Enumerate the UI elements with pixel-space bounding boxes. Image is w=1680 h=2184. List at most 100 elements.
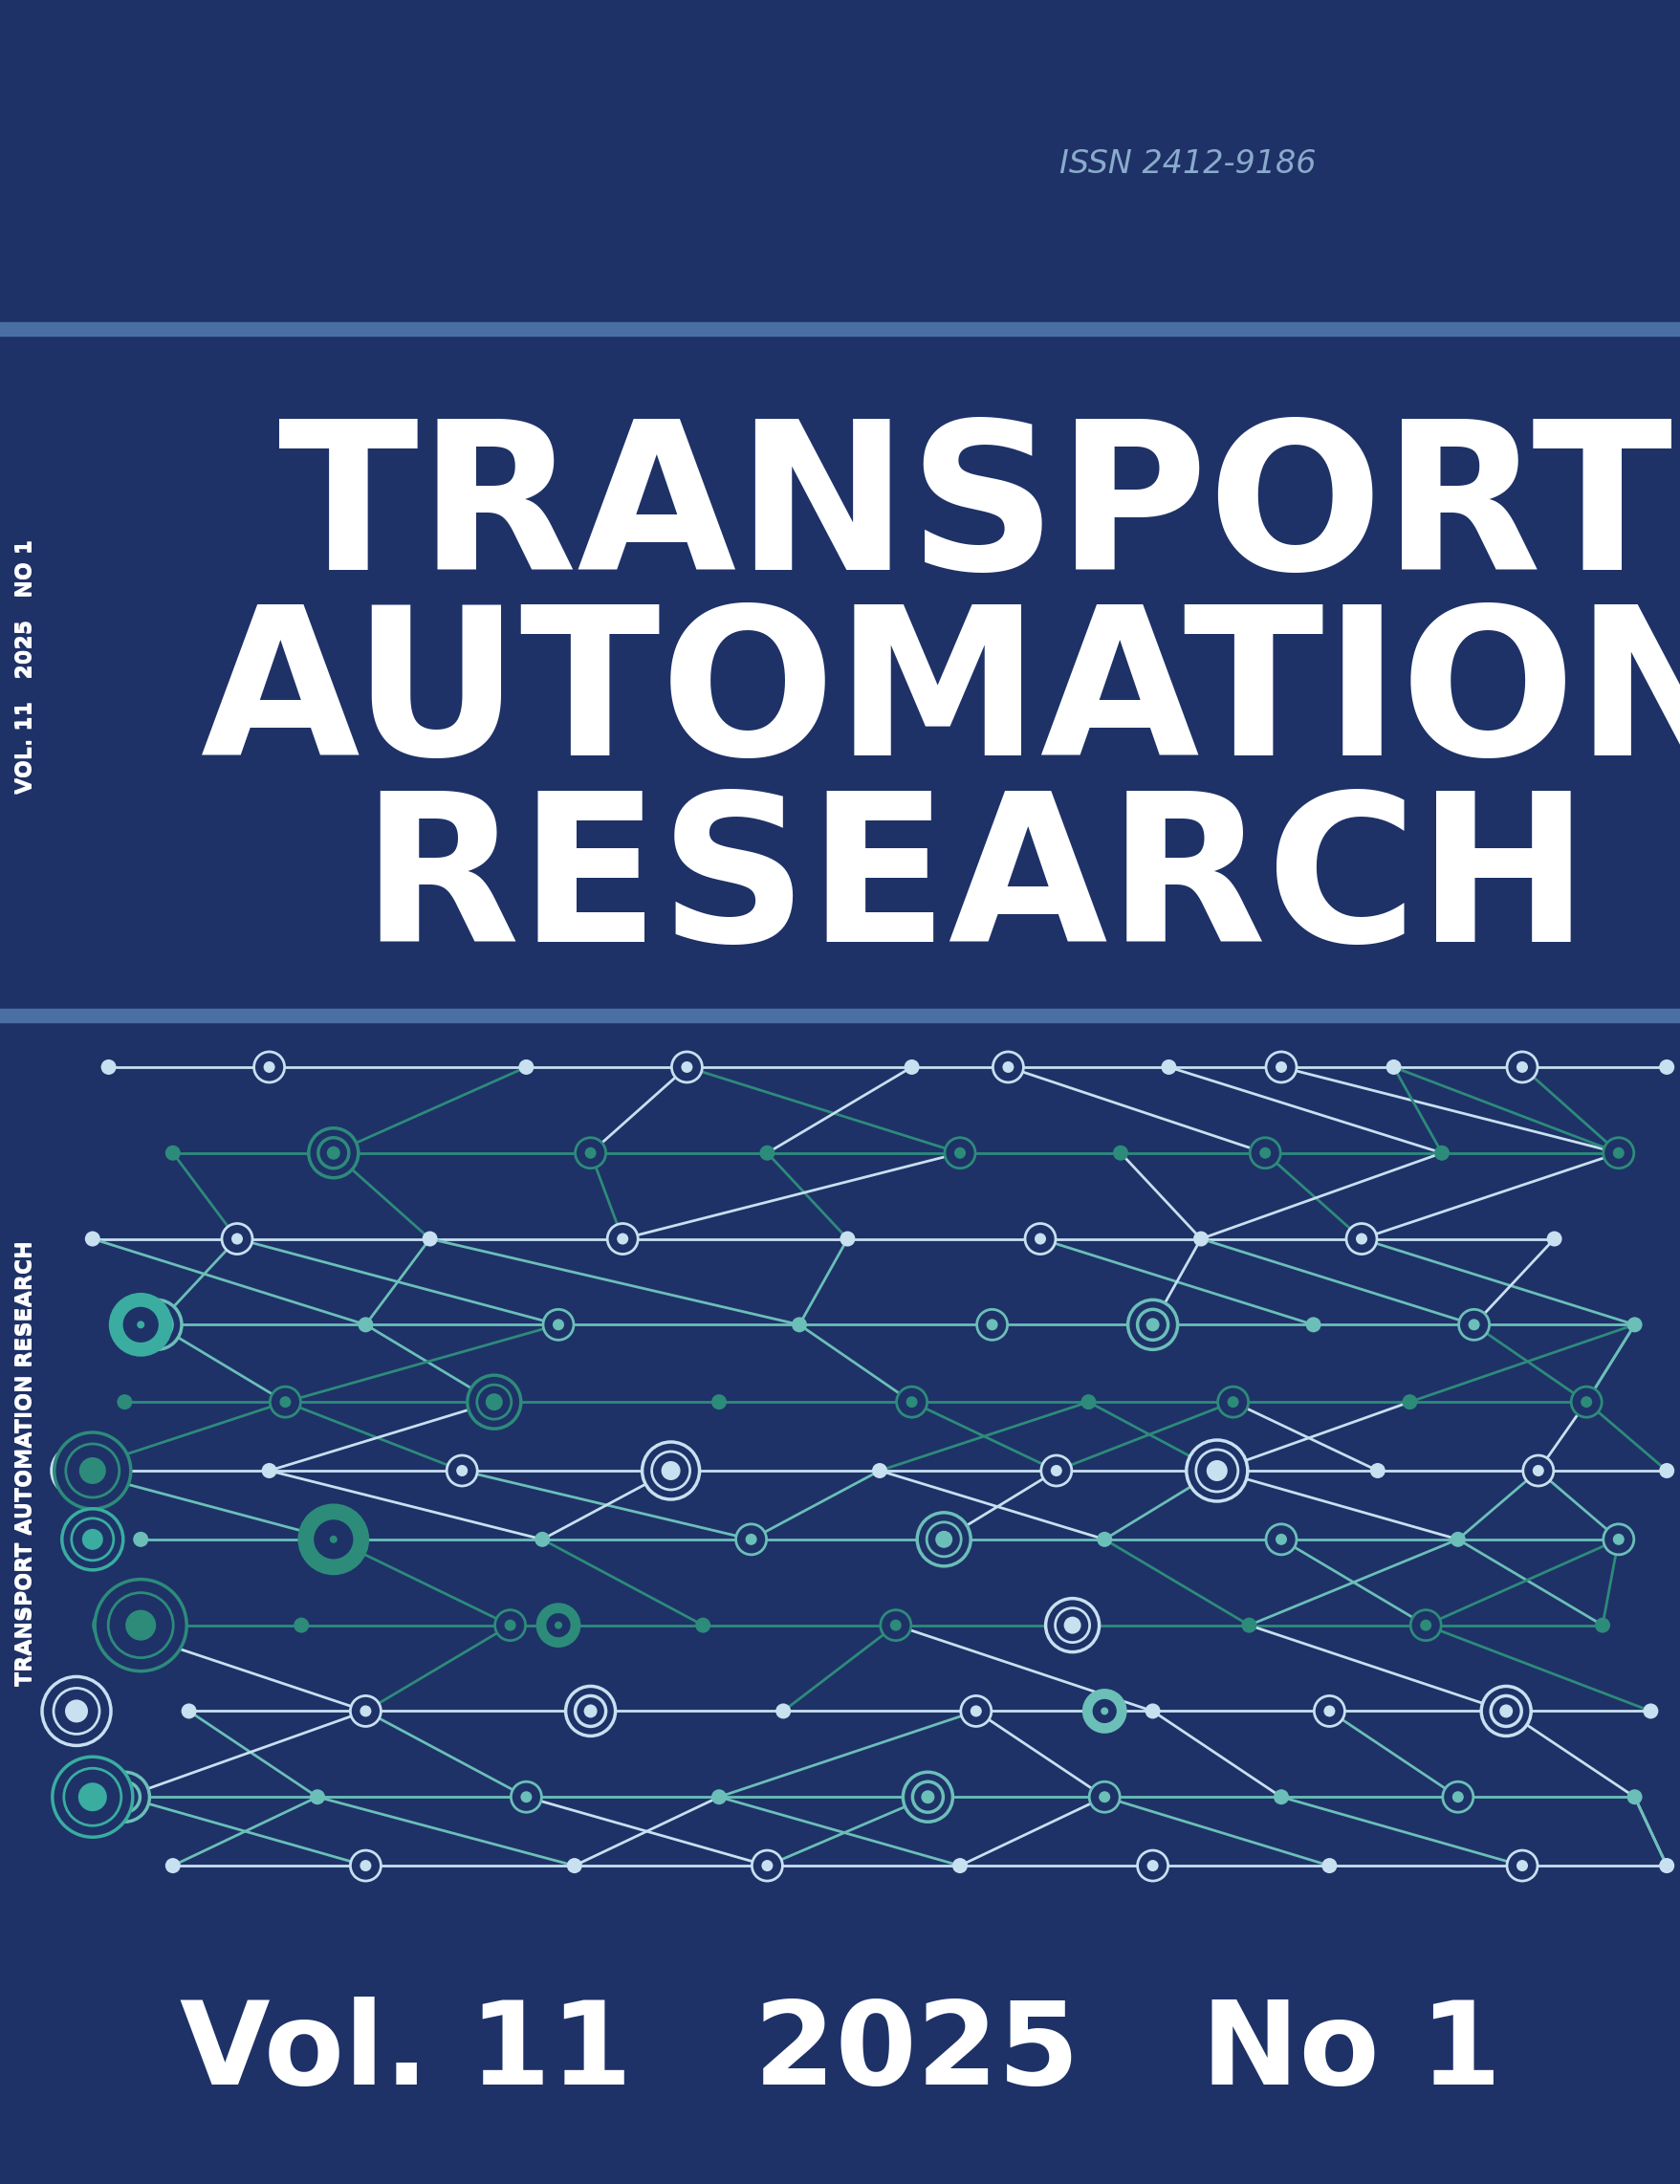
Circle shape (553, 1319, 564, 1330)
Text: TRANSPORT: TRANSPORT (277, 413, 1672, 614)
Circle shape (672, 1053, 702, 1083)
Circle shape (1097, 1531, 1112, 1546)
Text: VOL. 11   2025   NO 1: VOL. 11 2025 NO 1 (17, 539, 37, 793)
Circle shape (329, 1535, 338, 1544)
Circle shape (1410, 1610, 1440, 1640)
Circle shape (566, 1859, 581, 1874)
Circle shape (111, 1295, 171, 1356)
Circle shape (645, 1446, 696, 1496)
Circle shape (953, 1859, 968, 1874)
Circle shape (1090, 1697, 1117, 1725)
Circle shape (680, 1061, 692, 1072)
Circle shape (993, 1053, 1023, 1083)
Circle shape (1055, 1607, 1089, 1642)
Circle shape (71, 1463, 82, 1476)
Circle shape (52, 1756, 133, 1837)
Circle shape (617, 1234, 628, 1245)
Circle shape (1186, 1439, 1247, 1500)
Circle shape (1356, 1234, 1366, 1245)
Circle shape (1515, 1861, 1527, 1872)
Circle shape (94, 1579, 186, 1671)
Circle shape (1144, 1704, 1159, 1719)
Circle shape (1146, 1317, 1159, 1332)
Circle shape (141, 1310, 171, 1341)
Circle shape (54, 1433, 131, 1509)
Circle shape (543, 1310, 573, 1341)
Circle shape (1050, 1465, 1062, 1476)
Circle shape (736, 1524, 766, 1555)
Circle shape (1603, 1524, 1633, 1555)
Circle shape (1611, 1147, 1623, 1160)
Circle shape (926, 1522, 961, 1557)
Circle shape (1322, 1706, 1334, 1717)
Circle shape (774, 1704, 791, 1719)
Circle shape (309, 1514, 358, 1564)
Circle shape (1206, 1461, 1226, 1481)
Circle shape (711, 1393, 726, 1409)
Circle shape (309, 1789, 324, 1804)
Circle shape (1250, 1138, 1280, 1168)
Circle shape (1305, 1317, 1320, 1332)
Circle shape (262, 1463, 277, 1479)
Text: VOL. 11   2025   NO 1: VOL. 11 2025 NO 1 (15, 539, 34, 793)
Circle shape (917, 1514, 969, 1566)
Circle shape (696, 1618, 711, 1634)
Circle shape (1099, 1791, 1110, 1802)
Circle shape (906, 1396, 917, 1409)
Circle shape (1658, 1859, 1673, 1874)
Circle shape (64, 1769, 121, 1826)
Circle shape (1080, 1393, 1095, 1409)
Circle shape (575, 1138, 605, 1168)
Circle shape (1594, 1618, 1609, 1634)
Circle shape (232, 1234, 242, 1245)
Circle shape (1040, 1455, 1072, 1485)
Circle shape (360, 1861, 371, 1872)
Circle shape (937, 1533, 951, 1546)
Circle shape (133, 1531, 148, 1546)
Circle shape (511, 1782, 541, 1813)
Circle shape (927, 1524, 959, 1555)
Circle shape (79, 1457, 106, 1485)
Circle shape (299, 1505, 368, 1575)
Circle shape (1386, 1059, 1401, 1075)
Circle shape (1210, 1463, 1223, 1476)
Text: ISSN 2412-9186: ISSN 2412-9186 (1058, 149, 1315, 179)
Circle shape (1063, 1616, 1080, 1634)
Circle shape (934, 1531, 953, 1548)
Circle shape (1369, 1463, 1384, 1479)
Circle shape (62, 1509, 123, 1570)
Circle shape (1161, 1059, 1176, 1075)
Circle shape (919, 1514, 968, 1564)
Text: TRANSPORT AUTOMATION RESEARCH: TRANSPORT AUTOMATION RESEARCH (15, 1241, 34, 1686)
Circle shape (1499, 1704, 1512, 1719)
Circle shape (1127, 1299, 1178, 1350)
Circle shape (969, 1706, 981, 1717)
Circle shape (1047, 1601, 1097, 1651)
Circle shape (1191, 1446, 1242, 1496)
Circle shape (660, 1461, 680, 1481)
Circle shape (889, 1621, 900, 1631)
Circle shape (1532, 1465, 1544, 1476)
Circle shape (479, 1387, 509, 1417)
Circle shape (1458, 1310, 1488, 1341)
Circle shape (108, 1592, 173, 1658)
Circle shape (82, 1529, 102, 1551)
Circle shape (761, 1861, 773, 1872)
Circle shape (294, 1618, 309, 1634)
Circle shape (101, 1059, 116, 1075)
Circle shape (42, 1677, 111, 1745)
Circle shape (121, 1306, 160, 1343)
Circle shape (711, 1789, 726, 1804)
Circle shape (744, 1533, 756, 1544)
Circle shape (72, 1518, 114, 1559)
Circle shape (126, 1610, 156, 1640)
Circle shape (447, 1455, 477, 1485)
Circle shape (1401, 1393, 1416, 1409)
Circle shape (1641, 1704, 1658, 1719)
Circle shape (1515, 1061, 1527, 1072)
Circle shape (1033, 1234, 1045, 1245)
Circle shape (1522, 1455, 1552, 1485)
Circle shape (349, 1850, 381, 1880)
Circle shape (986, 1319, 998, 1330)
Circle shape (1226, 1396, 1238, 1409)
